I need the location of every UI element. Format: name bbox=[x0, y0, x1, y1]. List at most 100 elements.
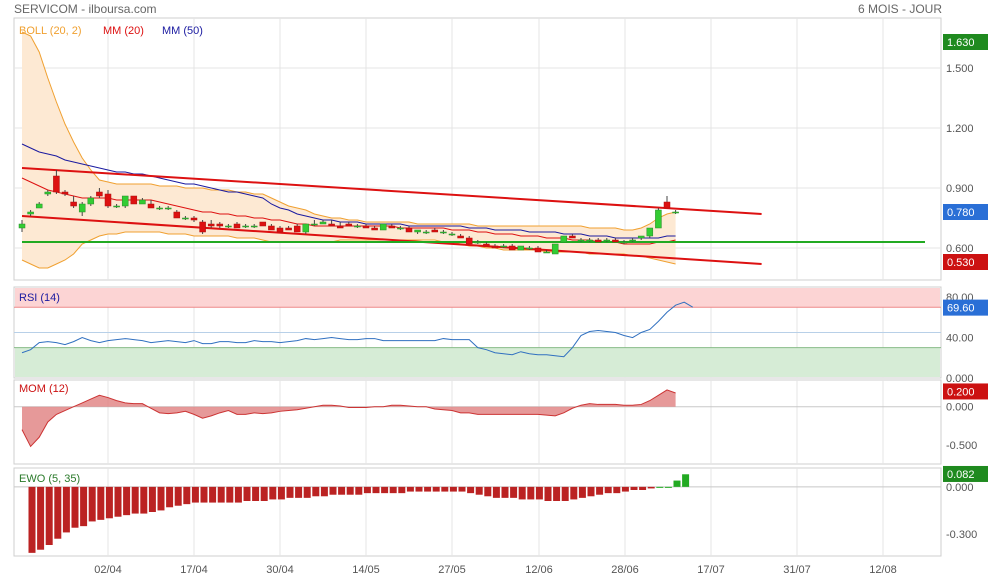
ewo-bar-negative bbox=[587, 486, 595, 497]
y-tick-label: -0.500 bbox=[946, 440, 977, 452]
candle-up bbox=[577, 239, 585, 242]
candle-down bbox=[569, 235, 576, 239]
rsi-overbought-zone bbox=[15, 288, 940, 308]
candle-up bbox=[27, 211, 34, 215]
ewo-bar-negative bbox=[37, 486, 45, 550]
ewo-bar-positive bbox=[682, 474, 690, 487]
ewo-bar-negative bbox=[54, 486, 62, 539]
candle-up bbox=[603, 239, 611, 242]
x-tick-label: 31/07 bbox=[783, 564, 811, 576]
y-tick-label: 40.00 bbox=[946, 333, 974, 345]
rsi-line bbox=[21, 301, 694, 358]
candle-up bbox=[44, 191, 52, 195]
rsi-badge-label: 69.60 bbox=[947, 303, 975, 315]
candle-up bbox=[250, 225, 258, 228]
ewo-bar-negative bbox=[647, 486, 655, 489]
ewo-bar-negative bbox=[28, 486, 36, 553]
ewo-bar-negative bbox=[312, 486, 320, 497]
ewo-badge bbox=[943, 465, 988, 482]
candle-down bbox=[130, 195, 138, 205]
ewo-bar-positive bbox=[656, 486, 664, 488]
ewo-bar-negative bbox=[320, 486, 328, 497]
ewo-bar-negative bbox=[88, 486, 96, 522]
ewo-bar-negative bbox=[381, 486, 389, 494]
ewo-bar-negative bbox=[518, 486, 526, 500]
candle-down bbox=[388, 225, 396, 229]
candle-down bbox=[207, 223, 215, 227]
candle-up bbox=[78, 203, 86, 213]
x-tick-label: 17/04 bbox=[180, 564, 208, 576]
ewo-bar-negative bbox=[492, 486, 500, 498]
ewo-bar-negative bbox=[157, 486, 165, 511]
ewo-bar-negative bbox=[389, 486, 397, 494]
ewo-bar-negative bbox=[363, 486, 371, 494]
ewo-bar-negative bbox=[475, 486, 483, 495]
candle-down bbox=[612, 239, 619, 243]
ewo-bar-negative bbox=[295, 486, 303, 498]
price-badge-label: 0.780 bbox=[947, 207, 975, 219]
candle-up bbox=[646, 227, 654, 237]
y-tick-label: 0.900 bbox=[946, 183, 974, 195]
candle-up bbox=[560, 235, 568, 243]
panel-frame bbox=[13, 379, 942, 465]
ewo-bar-negative bbox=[286, 486, 294, 498]
candle-down bbox=[268, 225, 275, 231]
candle-up bbox=[156, 207, 163, 210]
ewo-bar-negative bbox=[174, 486, 182, 506]
candle-up bbox=[302, 223, 310, 233]
trend-channel-line bbox=[21, 215, 762, 265]
ewo-bar-negative bbox=[432, 486, 440, 492]
candle-up bbox=[526, 247, 533, 250]
candle-down bbox=[233, 223, 241, 229]
ewo-bar-negative bbox=[252, 486, 260, 501]
candle-down bbox=[199, 221, 206, 233]
price-badge bbox=[943, 34, 988, 50]
candle-up bbox=[311, 223, 318, 226]
candle-up bbox=[543, 251, 550, 254]
legend-mom: MOM (12) bbox=[19, 383, 69, 395]
candle-up bbox=[629, 239, 636, 242]
candle-down bbox=[465, 237, 473, 245]
ewo-bar-negative bbox=[510, 486, 518, 498]
candle-up bbox=[164, 207, 172, 210]
ewo-bar-negative bbox=[166, 486, 174, 508]
candle-down bbox=[491, 245, 499, 249]
legend-boll: BOLL (20, 2) bbox=[19, 25, 82, 37]
candle-up bbox=[655, 209, 662, 229]
trend-channel-line bbox=[21, 167, 762, 215]
rsi-badge bbox=[943, 299, 988, 316]
ewo-bar-negative bbox=[596, 486, 604, 495]
ewo-bar-negative bbox=[148, 486, 156, 512]
mom-line bbox=[21, 389, 676, 448]
chart-period-label: 6 MOIS - JOUR bbox=[857, 2, 942, 16]
candle-down bbox=[147, 203, 155, 209]
y-tick-label: 0.000 bbox=[946, 482, 974, 494]
candle-up bbox=[121, 195, 129, 207]
legend-ewo: EWO (5, 35) bbox=[19, 473, 80, 485]
ewo-bar-negative bbox=[71, 486, 79, 528]
ewo-bar-negative bbox=[209, 486, 217, 503]
ewo-bar-negative bbox=[570, 486, 578, 500]
bollinger-upper-line bbox=[21, 31, 676, 231]
ewo-bar-negative bbox=[630, 486, 638, 490]
candle-down bbox=[457, 235, 464, 239]
candle-up bbox=[35, 203, 43, 209]
candle-up bbox=[500, 245, 507, 248]
candle-up bbox=[517, 245, 525, 251]
legend-mm50: MM (50) bbox=[162, 25, 203, 37]
candle-up bbox=[354, 225, 361, 228]
candle-down bbox=[285, 227, 292, 231]
legend-rsi: RSI (14) bbox=[19, 292, 60, 304]
ewo-bar-positive bbox=[664, 486, 672, 488]
candle-down bbox=[259, 221, 267, 227]
rsi-oversold-zone bbox=[15, 347, 940, 377]
ewo-bar-negative bbox=[415, 486, 423, 492]
ewo-bar-negative bbox=[372, 486, 380, 494]
candle-up bbox=[397, 227, 404, 230]
legend-mm20: MM (20) bbox=[103, 25, 144, 37]
ewo-bar-negative bbox=[183, 486, 191, 505]
mom-badge-label: 0.200 bbox=[947, 386, 975, 398]
price-badge-label: 1.630 bbox=[947, 37, 975, 49]
candle-down bbox=[293, 225, 301, 233]
ewo-bar-negative bbox=[398, 486, 406, 494]
